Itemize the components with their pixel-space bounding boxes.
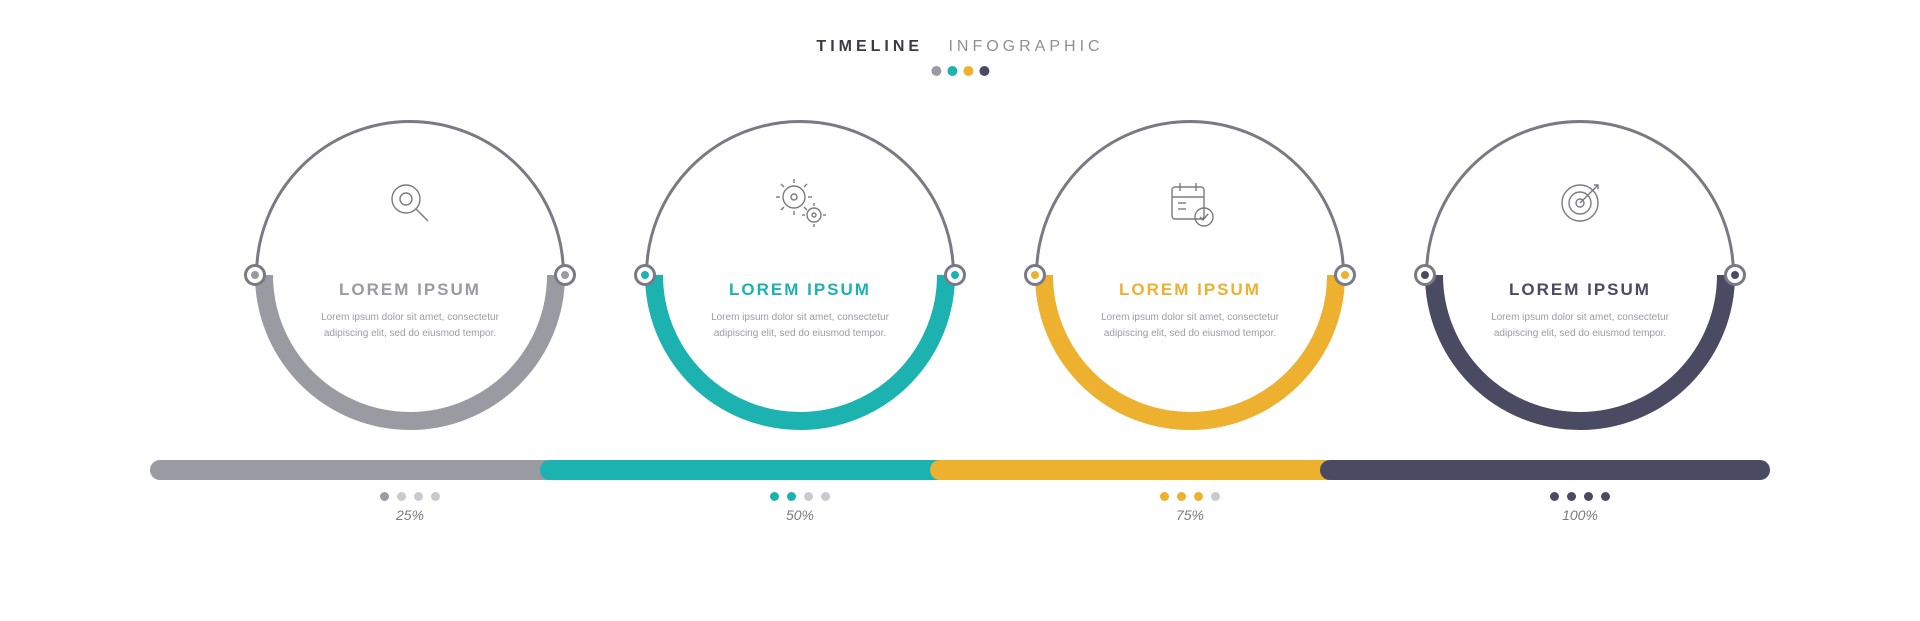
progress-dot: [1601, 492, 1610, 501]
header-dot: [963, 66, 973, 76]
step-body: Lorem ipsum dolor sit amet, consectetur …: [1089, 310, 1291, 342]
step-title: LOREM IPSUM: [1425, 280, 1735, 300]
progress-dot: [770, 492, 779, 501]
header: TIMELINE INFOGRAPHIC: [816, 38, 1103, 76]
timeline-bar-segment: [150, 460, 565, 480]
progress-dot: [1584, 492, 1593, 501]
step-body: Lorem ipsum dolor sit amet, consectetur …: [1479, 310, 1681, 342]
step-ring: LOREM IPSUM Lorem ipsum dolor sit amet, c…: [1035, 120, 1345, 430]
timeline-bar-segment: [930, 460, 1345, 480]
progress-dot: [1177, 492, 1186, 501]
step-progress: 50%: [645, 492, 955, 523]
step-body: Lorem ipsum dolor sit amet, consectetur …: [309, 310, 511, 342]
progress-dots: [1425, 492, 1735, 501]
progress-dot: [431, 492, 440, 501]
progress-dots: [255, 492, 565, 501]
step-title: LOREM IPSUM: [1035, 280, 1345, 300]
header-dot: [979, 66, 989, 76]
step-progress: 25%: [255, 492, 565, 523]
progress-dots: [645, 492, 955, 501]
header-dot: [947, 66, 957, 76]
header-dot: [931, 66, 941, 76]
progress-dot: [1194, 492, 1203, 501]
step-progress: 100%: [1425, 492, 1735, 523]
magnifier-icon: [382, 175, 438, 231]
step-title: LOREM IPSUM: [645, 280, 955, 300]
step-ring: LOREM IPSUM Lorem ipsum dolor sit amet, c…: [255, 120, 565, 430]
progress-dot: [1550, 492, 1559, 501]
step-ring: LOREM IPSUM Lorem ipsum dolor sit amet, c…: [1425, 120, 1735, 430]
step-progress: 75%: [1035, 492, 1345, 523]
progress-dot: [804, 492, 813, 501]
header-title-light: INFOGRAPHIC: [948, 38, 1103, 55]
header-title: TIMELINE INFOGRAPHIC: [816, 38, 1103, 56]
progress-dot: [397, 492, 406, 501]
progress-dot: [787, 492, 796, 501]
header-title-bold: TIMELINE: [816, 38, 923, 55]
timeline-step: LOREM IPSUM Lorem ipsum dolor sit amet, c…: [255, 120, 565, 430]
progress-percent: 50%: [645, 507, 955, 523]
target-icon: [1552, 175, 1608, 231]
progress-dot: [1567, 492, 1576, 501]
progress-percent: 25%: [255, 507, 565, 523]
step-title: LOREM IPSUM: [255, 280, 565, 300]
progress-dot: [414, 492, 423, 501]
progress-dot: [821, 492, 830, 501]
timeline-bar-segment: [1320, 460, 1770, 480]
header-dots: [816, 66, 1103, 76]
progress-dot: [1211, 492, 1220, 501]
step-body: Lorem ipsum dolor sit amet, consectetur …: [699, 310, 901, 342]
progress-dot: [380, 492, 389, 501]
progress-dots: [1035, 492, 1345, 501]
timeline-stage: LOREM IPSUM Lorem ipsum dolor sit amet, c…: [0, 120, 1920, 560]
calendar-check-icon: [1162, 175, 1218, 231]
timeline-step: LOREM IPSUM Lorem ipsum dolor sit amet, c…: [1035, 120, 1345, 430]
timeline-step: LOREM IPSUM Lorem ipsum dolor sit amet, c…: [645, 120, 955, 430]
progress-percent: 75%: [1035, 507, 1345, 523]
step-ring: LOREM IPSUM Lorem ipsum dolor sit amet, c…: [645, 120, 955, 430]
timeline-bar-segment: [540, 460, 955, 480]
timeline-step: LOREM IPSUM Lorem ipsum dolor sit amet, c…: [1425, 120, 1735, 430]
progress-dot: [1160, 492, 1169, 501]
progress-percent: 100%: [1425, 507, 1735, 523]
gears-icon: [772, 175, 828, 231]
